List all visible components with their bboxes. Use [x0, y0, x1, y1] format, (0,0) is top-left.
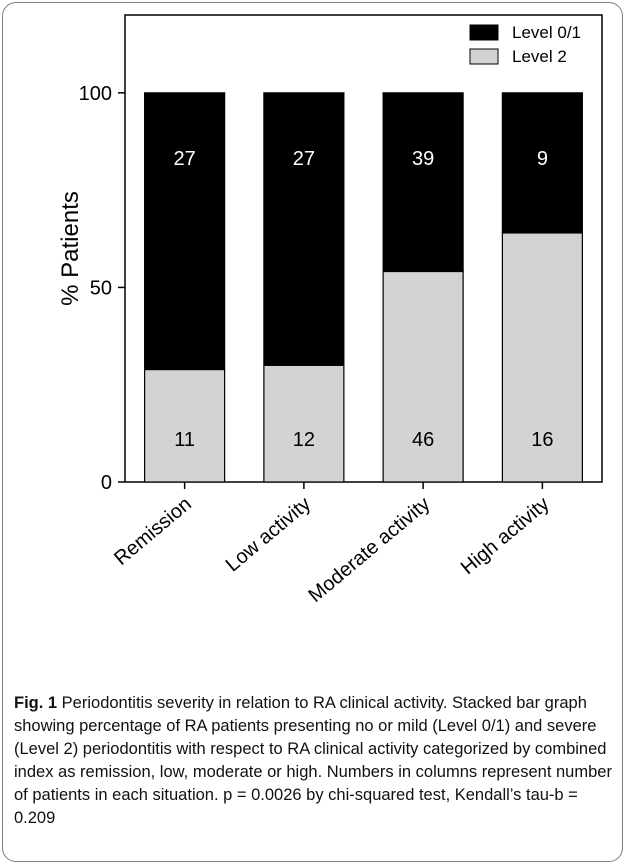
bar-count-label: 46	[412, 429, 434, 451]
bar-segment-level-0-1	[501, 92, 583, 234]
bar-segment-level-0-1	[144, 92, 226, 371]
bar-count-label: 9	[537, 148, 548, 170]
legend-label: Level 2	[512, 47, 567, 66]
bar-segment-level-2	[501, 232, 583, 483]
plot-area: 0 50 100 % Patients 11 27 Remission 12 27 Low act…	[57, 14, 603, 607]
bar-segment-level-2	[382, 270, 464, 483]
legend-swatch	[469, 48, 499, 65]
bar-segment-level-0-1	[382, 92, 464, 273]
y-tick-label: 50	[90, 277, 112, 299]
bar-segment-level-2	[144, 368, 226, 483]
plot-frame	[124, 14, 603, 483]
legend-label: Level 0/1	[512, 23, 581, 42]
bar-segment-level-0-1	[263, 92, 345, 366]
bar-count-label: 16	[531, 429, 553, 451]
stacked-bar-chart: 0 50 100 % Patients 11 27 Remission 12 27 Low act…	[57, 14, 603, 607]
bar-count-label: 27	[293, 148, 315, 170]
x-tick-label: Low activity	[222, 493, 315, 576]
y-tick-label: 0	[101, 472, 112, 494]
bar-count-label: 12	[293, 429, 315, 451]
caption-text: Periodontitis severity in relation to RA…	[14, 694, 612, 827]
figure-caption: Fig. 1 Periodontitis severity in relatio…	[14, 692, 616, 830]
bar-count-label: 27	[174, 148, 196, 170]
caption-label: Fig. 1	[14, 694, 58, 712]
bar-count-label: 11	[174, 429, 195, 451]
y-tick-label: 100	[79, 83, 112, 105]
x-tick-label: High activity	[457, 493, 554, 579]
x-tick-label: Remission	[110, 493, 196, 570]
x-tick-label: Moderate activity	[304, 493, 434, 607]
legend-swatch	[469, 24, 499, 41]
bar-segment-level-2	[263, 364, 345, 483]
bar-count-label: 39	[412, 148, 434, 170]
y-axis-label: % Patients	[57, 191, 84, 306]
